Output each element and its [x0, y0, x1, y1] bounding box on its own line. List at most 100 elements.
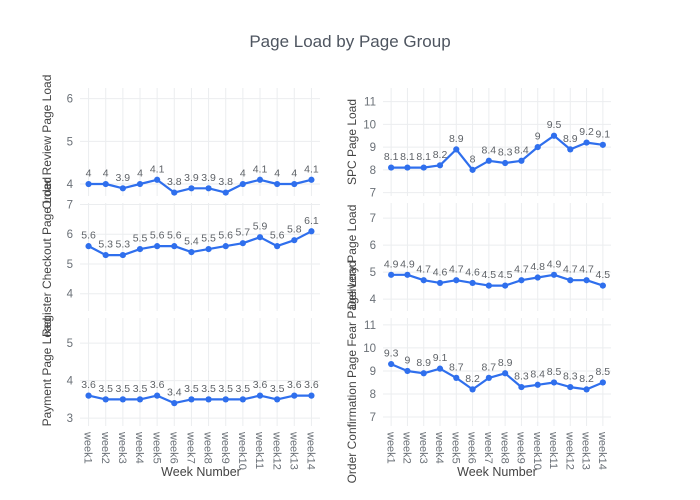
data-point-marker[interactable]	[239, 396, 246, 403]
data-point-marker[interactable]	[274, 243, 281, 250]
data-point-marker[interactable]	[599, 282, 606, 289]
value-label: 5.6	[150, 230, 165, 242]
data-point-marker[interactable]	[599, 379, 606, 386]
data-point-marker[interactable]	[171, 243, 178, 250]
data-point-marker[interactable]	[485, 282, 492, 289]
data-point-marker[interactable]	[308, 176, 315, 183]
data-point-marker[interactable]	[154, 392, 161, 399]
data-point-marker[interactable]	[256, 234, 264, 241]
data-point-marker[interactable]	[502, 370, 509, 377]
data-point-marker[interactable]	[388, 360, 395, 368]
value-label: 9	[535, 131, 541, 143]
value-label: 5.6	[81, 230, 96, 242]
data-point-marker[interactable]	[239, 180, 246, 188]
data-point-marker[interactable]	[453, 146, 460, 153]
value-label: 8.9	[416, 357, 431, 369]
data-point-marker[interactable]	[583, 277, 590, 284]
value-label: 9.2	[579, 126, 594, 138]
value-label: 8.5	[596, 366, 611, 378]
data-point-marker[interactable]	[308, 392, 315, 399]
data-point-marker[interactable]	[119, 396, 126, 403]
data-point-marker[interactable]	[154, 176, 161, 183]
data-point-marker[interactable]	[102, 180, 109, 188]
data-point-marker[interactable]	[388, 271, 395, 278]
data-point-marker[interactable]	[518, 383, 525, 391]
data-point-marker[interactable]	[222, 189, 229, 196]
data-point-marker[interactable]	[188, 185, 195, 192]
data-point-marker[interactable]	[205, 396, 212, 403]
data-point-marker[interactable]	[102, 396, 109, 403]
data-point-marker[interactable]	[567, 383, 574, 391]
data-point-marker[interactable]	[274, 396, 281, 403]
data-point-marker[interactable]	[420, 277, 427, 284]
data-point-marker[interactable]	[274, 180, 281, 188]
value-label: 4.9	[384, 258, 399, 270]
data-point-marker[interactable]	[85, 392, 92, 399]
data-point-marker[interactable]	[256, 392, 264, 399]
data-point-marker[interactable]	[404, 367, 411, 375]
data-point-marker[interactable]	[436, 162, 444, 169]
data-point-marker[interactable]	[136, 396, 144, 403]
data-point-marker[interactable]	[469, 386, 476, 393]
data-point-marker[interactable]	[85, 243, 92, 250]
x-tick-label: week11	[547, 431, 559, 469]
data-point-marker[interactable]	[567, 277, 574, 284]
data-point-marker[interactable]	[136, 246, 144, 253]
data-point-marker[interactable]	[534, 381, 541, 388]
data-point-marker[interactable]	[502, 159, 509, 167]
y-tick-label: 4	[67, 179, 74, 191]
data-point-marker[interactable]	[291, 180, 298, 188]
data-point-marker[interactable]	[239, 240, 246, 247]
data-point-marker[interactable]	[436, 365, 444, 372]
data-point-marker[interactable]	[119, 185, 126, 192]
x-tick-label: week1	[384, 431, 396, 464]
data-point-marker[interactable]	[583, 386, 590, 393]
data-point-marker[interactable]	[502, 282, 509, 289]
figure-title: Page Load by Page Group	[249, 32, 451, 51]
data-point-marker[interactable]	[291, 392, 298, 399]
data-point-marker[interactable]	[453, 374, 460, 381]
data-point-marker[interactable]	[388, 164, 395, 171]
data-point-marker[interactable]	[453, 277, 460, 284]
data-point-marker[interactable]	[222, 243, 229, 250]
data-point-marker[interactable]	[583, 139, 590, 146]
data-point-marker[interactable]	[205, 185, 212, 192]
data-point-marker[interactable]	[550, 379, 558, 386]
data-point-marker[interactable]	[485, 157, 492, 164]
data-point-marker[interactable]	[404, 271, 411, 278]
data-point-marker[interactable]	[436, 279, 444, 287]
data-point-marker[interactable]	[171, 400, 178, 407]
data-point-marker[interactable]	[550, 271, 558, 278]
data-point-marker[interactable]	[485, 374, 492, 381]
data-point-marker[interactable]	[534, 144, 541, 151]
data-point-marker[interactable]	[469, 279, 476, 287]
data-point-marker[interactable]	[119, 251, 126, 259]
data-point-marker[interactable]	[171, 189, 178, 196]
data-point-marker[interactable]	[599, 141, 606, 148]
data-point-marker[interactable]	[205, 246, 212, 253]
data-point-marker[interactable]	[154, 243, 161, 250]
data-point-marker[interactable]	[308, 228, 315, 235]
x-tick-label: week9	[219, 431, 231, 464]
data-point-marker[interactable]	[469, 166, 476, 173]
data-point-marker[interactable]	[136, 180, 144, 188]
data-point-marker[interactable]	[404, 164, 411, 171]
data-point-marker[interactable]	[420, 164, 427, 171]
y-tick-label: 8	[370, 165, 376, 177]
data-point-marker[interactable]	[518, 157, 525, 164]
data-point-marker[interactable]	[291, 237, 298, 244]
value-label: 5.3	[116, 239, 131, 251]
data-point-marker[interactable]	[85, 180, 92, 188]
data-point-marker[interactable]	[567, 146, 574, 153]
data-point-marker[interactable]	[534, 274, 541, 281]
data-point-marker[interactable]	[222, 396, 229, 403]
data-point-marker[interactable]	[256, 176, 264, 183]
data-point-marker[interactable]	[550, 132, 558, 139]
data-point-marker[interactable]	[518, 277, 525, 284]
y-tick-label: 5	[67, 136, 73, 148]
data-point-marker[interactable]	[420, 370, 427, 377]
data-point-marker[interactable]	[188, 248, 195, 256]
data-point-marker[interactable]	[188, 396, 195, 403]
data-point-marker[interactable]	[102, 251, 109, 259]
